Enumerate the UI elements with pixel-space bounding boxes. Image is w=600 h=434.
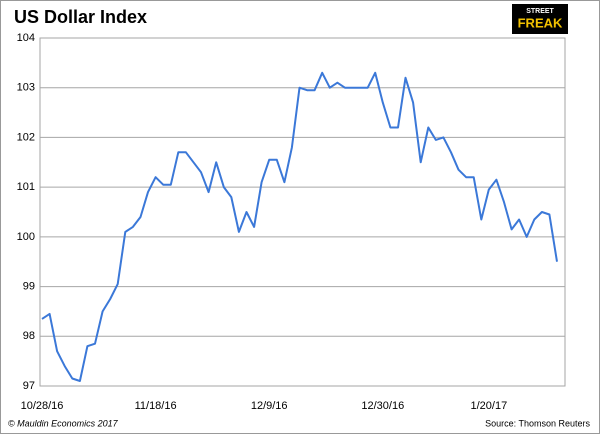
- x-tick-label: 10/28/16: [21, 400, 64, 412]
- footer-left: © Mauldin Economics 2017: [8, 418, 119, 428]
- chart-title: US Dollar Index: [14, 7, 147, 27]
- source: Source: Thomson Reuters: [485, 418, 590, 428]
- x-tick-label: 1/20/17: [470, 400, 507, 412]
- y-tick-label: 104: [17, 32, 35, 44]
- data-line: [41, 71, 558, 382]
- y-tick-label: 97: [23, 380, 35, 392]
- y-tick-label: 102: [17, 131, 35, 143]
- logo-bottom: FREAK: [518, 15, 563, 30]
- y-tick-label: 101: [17, 181, 35, 193]
- x-tick-label: 12/9/16: [251, 400, 288, 412]
- logo-box: [512, 4, 568, 34]
- y-tick-label: 103: [17, 82, 35, 94]
- y-tick-label: 100: [17, 231, 35, 243]
- logo-top: STREET: [526, 8, 554, 15]
- plot-border: [39, 37, 566, 387]
- y-tick-label: 98: [23, 330, 35, 342]
- y-tick-label: 99: [23, 280, 35, 292]
- x-tick-label: 12/30/16: [361, 400, 404, 412]
- x-tick-label: 11/18/16: [135, 400, 177, 412]
- logo: STREET FREAK: [512, 4, 568, 34]
